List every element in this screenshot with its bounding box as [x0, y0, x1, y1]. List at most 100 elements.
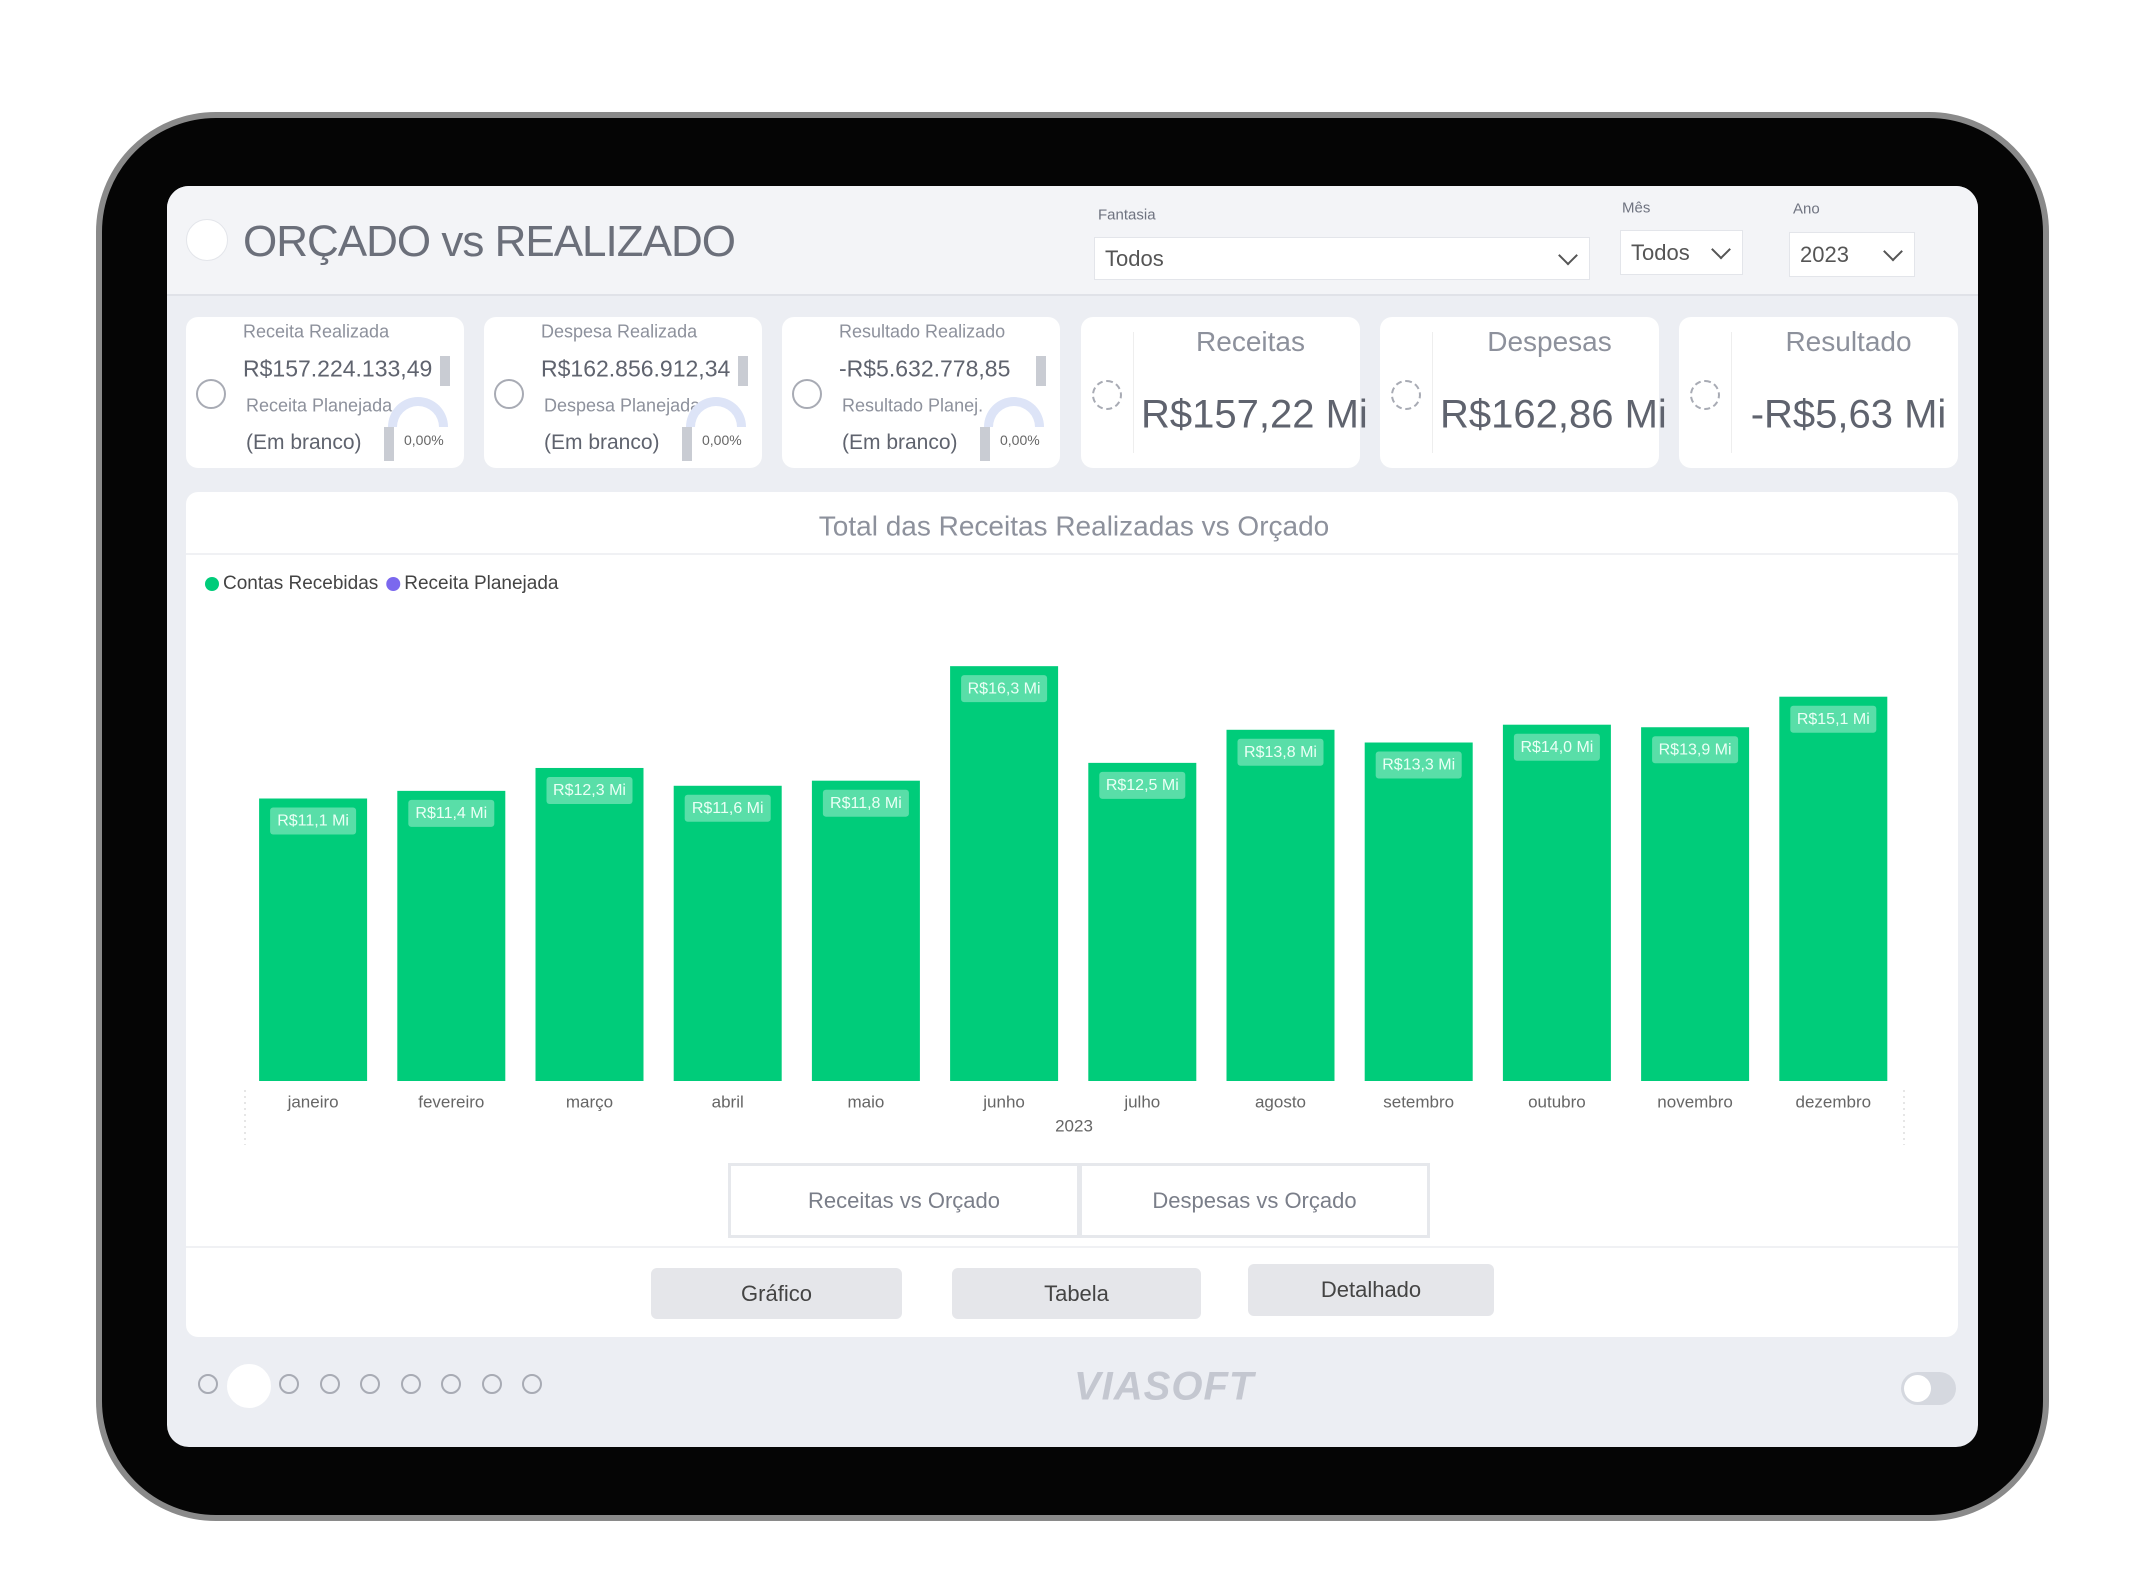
legend-marker: [205, 577, 219, 591]
theme-toggle[interactable]: [1901, 1372, 1956, 1405]
value-label: R$13,3 Mi: [1382, 757, 1455, 774]
bar: [535, 767, 644, 1081]
value-label: R$16,3 Mi: [968, 680, 1041, 697]
divider: [186, 553, 1958, 555]
nav-icon[interactable]: [441, 1374, 461, 1394]
total-value: R$157,22 Mi: [1141, 392, 1368, 437]
x-tick-label: outubro: [1528, 1092, 1586, 1111]
nav-icon[interactable]: [481, 1374, 502, 1394]
legend-marker: [386, 577, 401, 591]
bar: [1088, 762, 1197, 1081]
filter-dropdown[interactable]: 2023: [1789, 232, 1915, 277]
gauge-value: 0,00%: [702, 432, 742, 448]
view-button[interactable]: Gráfico: [651, 1268, 902, 1319]
kpi-sub-label: Resultado Planej.: [842, 395, 984, 416]
card-divider: [1731, 332, 1732, 453]
bar: [397, 790, 506, 1081]
chart-title: Total das Receitas Realizadas vs Orçado: [819, 510, 1329, 541]
total-label: Despesas: [1487, 326, 1612, 357]
x-tick-label: abril: [712, 1092, 744, 1111]
filter-label: Fantasia: [1098, 206, 1156, 224]
filter-dropdown[interactable]: Todos: [1094, 237, 1590, 280]
value-label-bg: [822, 789, 909, 817]
value-label-bg: [270, 807, 357, 835]
bar: [1364, 742, 1473, 1081]
x-tick-label: dezembro: [1795, 1092, 1871, 1111]
value-label-bg: [1237, 738, 1324, 766]
total-value: -R$5,63 Mi: [1750, 392, 1947, 437]
tab-button[interactable]: Despesas vs Orçado: [1079, 1163, 1430, 1238]
card-icon: [1092, 380, 1122, 410]
gauge: [388, 397, 448, 427]
nav-icon[interactable]: [360, 1374, 380, 1394]
view-button[interactable]: Tabela: [952, 1268, 1201, 1319]
tab-button[interactable]: Receitas vs Orçado: [728, 1163, 1080, 1238]
card-divider: [1432, 332, 1433, 453]
kpi-card: Receita Realizada R$157.224.133,49 Receita…: [186, 317, 464, 468]
card-icon: [494, 379, 524, 409]
bar: [1502, 724, 1611, 1081]
gauge: [686, 397, 746, 427]
filter-label: Mês: [1622, 199, 1651, 217]
total-card: Receitas R$157,22 Mi: [1081, 317, 1368, 468]
filter-label: Ano: [1793, 200, 1820, 218]
nav-icon[interactable]: [522, 1374, 542, 1394]
indicator-bar: [738, 356, 748, 386]
kpi-value: R$157.224.133,49: [243, 355, 433, 382]
value-label-bg: [684, 794, 771, 822]
gauge: [984, 397, 1044, 427]
total-value: R$162,86 Mi: [1440, 392, 1667, 437]
view-button[interactable]: Detalhado: [1248, 1264, 1494, 1316]
filter-value: Todos: [1631, 239, 1690, 265]
gauge-value: 0,00%: [1000, 432, 1040, 448]
card-icon: [792, 379, 822, 409]
nav-icon[interactable]: [319, 1374, 340, 1394]
x-tick-label: maio: [847, 1092, 884, 1111]
kpi-value: R$162.856.912,34: [541, 355, 731, 382]
bar: [1226, 729, 1335, 1081]
value-label: R$11,8 Mi: [830, 795, 902, 812]
nav-icon[interactable]: [400, 1374, 421, 1394]
legend-label: Receita Planejada: [404, 573, 559, 594]
nav-icon[interactable]: [226, 1364, 271, 1408]
value-label: R$12,3 Mi: [553, 782, 626, 799]
indicator-bar: [1036, 356, 1046, 386]
gauge-value: 0,00%: [404, 432, 444, 448]
value-label: R$13,8 Mi: [1244, 744, 1317, 761]
kpi-label: Receita Realizada: [243, 321, 390, 342]
kpi-card: Resultado Realizado -R$5.632.778,85 Result…: [782, 317, 1060, 468]
value-label: R$11,6 Mi: [692, 800, 764, 817]
home-button[interactable]: [186, 219, 228, 261]
indicator-bar: [440, 356, 450, 386]
filter-dropdown[interactable]: Todos: [1620, 230, 1743, 275]
value-label-bg: [546, 776, 633, 804]
value-label-bg: [1099, 771, 1186, 799]
total-label: Resultado: [1785, 326, 1912, 357]
total-label: Receitas: [1196, 326, 1305, 357]
nav-icon[interactable]: [198, 1374, 218, 1394]
x-tick-label: julho: [1123, 1092, 1160, 1111]
indicator-bar: [384, 427, 394, 461]
bar: [1641, 727, 1750, 1081]
total-card: Despesas R$162,86 Mi: [1380, 317, 1667, 468]
value-label-bg: [1652, 736, 1739, 764]
card-icon: [1690, 380, 1720, 410]
bar: [811, 780, 920, 1081]
filter-value: Todos: [1105, 245, 1164, 271]
nav-icon[interactable]: [279, 1374, 299, 1394]
kpi-label: Resultado Realizado: [839, 321, 1006, 342]
value-label: R$13,9 Mi: [1659, 741, 1732, 758]
kpi-sub-label: Receita Planejada: [246, 395, 393, 416]
kpi-sub-value: (Em branco): [842, 431, 958, 454]
bar: [1779, 696, 1888, 1081]
kpi-sub-value: (Em branco): [246, 431, 362, 454]
x-tick-label: setembro: [1383, 1092, 1454, 1111]
x-axis-label: 2023: [1055, 1116, 1093, 1135]
page-title: ORÇADO vs REALIZADO: [243, 217, 736, 266]
header: ORÇADO vs REALIZADO Fantasia Todos Mês T…: [167, 186, 1978, 296]
value-label-bg: [961, 675, 1048, 703]
kpi-value: -R$5.632.778,85: [839, 355, 1011, 382]
value-label-bg: [408, 799, 495, 827]
card-divider: [1133, 332, 1134, 453]
